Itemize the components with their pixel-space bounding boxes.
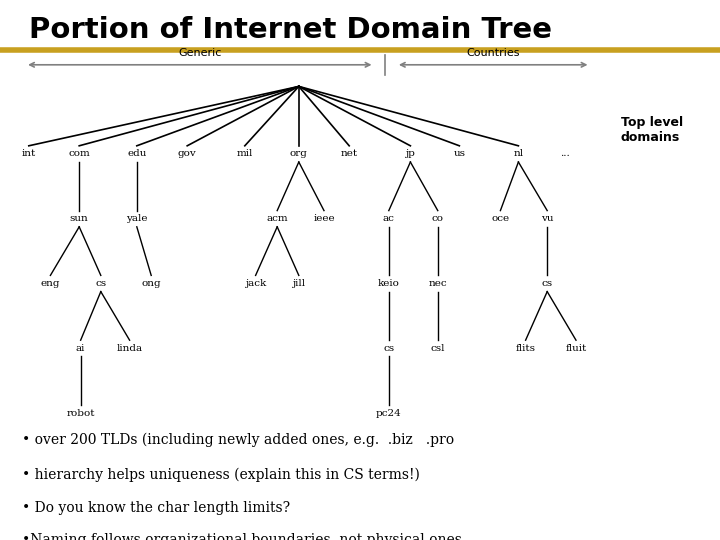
Text: nec: nec: [428, 279, 447, 288]
Text: flits: flits: [516, 344, 536, 353]
Text: ac: ac: [383, 214, 395, 223]
Text: oce: oce: [491, 214, 510, 223]
Text: ieee: ieee: [313, 214, 335, 223]
Text: yale: yale: [126, 214, 148, 223]
Text: Portion of Internet Domain Tree: Portion of Internet Domain Tree: [29, 16, 552, 44]
Text: gov: gov: [178, 150, 197, 158]
Text: fluit: fluit: [565, 344, 587, 353]
Text: co: co: [432, 214, 444, 223]
Text: net: net: [341, 150, 358, 158]
Text: Top level
domains: Top level domains: [621, 116, 683, 144]
Text: jack: jack: [245, 279, 266, 288]
Text: keio: keio: [378, 279, 400, 288]
Text: sun: sun: [70, 214, 89, 223]
Text: linda: linda: [117, 344, 143, 353]
Text: int: int: [22, 150, 36, 158]
Text: com: com: [68, 150, 90, 158]
Text: edu: edu: [127, 150, 146, 158]
Text: org: org: [290, 150, 307, 158]
Text: jill: jill: [292, 279, 305, 288]
Text: robot: robot: [66, 409, 95, 417]
Text: ...: ...: [560, 150, 570, 158]
Text: • Do you know the char length limits?: • Do you know the char length limits?: [22, 501, 289, 515]
Text: jp: jp: [405, 150, 415, 158]
Text: cs: cs: [383, 344, 395, 353]
Text: cs: cs: [541, 279, 553, 288]
Text: Countries: Countries: [467, 48, 520, 58]
Text: vu: vu: [541, 214, 554, 223]
Text: • hierarchy helps uniqueness (explain this in CS terms!): • hierarchy helps uniqueness (explain th…: [22, 468, 420, 482]
Text: •Naming follows organizational boundaries, not physical ones: •Naming follows organizational boundarie…: [22, 533, 462, 540]
Text: cs: cs: [95, 279, 107, 288]
Text: pc24: pc24: [376, 409, 402, 417]
Text: mil: mil: [237, 150, 253, 158]
Text: acm: acm: [266, 214, 288, 223]
Text: ong: ong: [141, 279, 161, 288]
Text: eng: eng: [40, 279, 60, 288]
Text: • over 200 TLDs (including newly added ones, e.g.  .biz   .pro: • over 200 TLDs (including newly added o…: [22, 433, 454, 447]
Text: nl: nl: [513, 150, 523, 158]
Text: ai: ai: [76, 344, 86, 353]
Text: Generic: Generic: [178, 48, 222, 58]
Text: us: us: [454, 150, 465, 158]
Text: csl: csl: [431, 344, 445, 353]
